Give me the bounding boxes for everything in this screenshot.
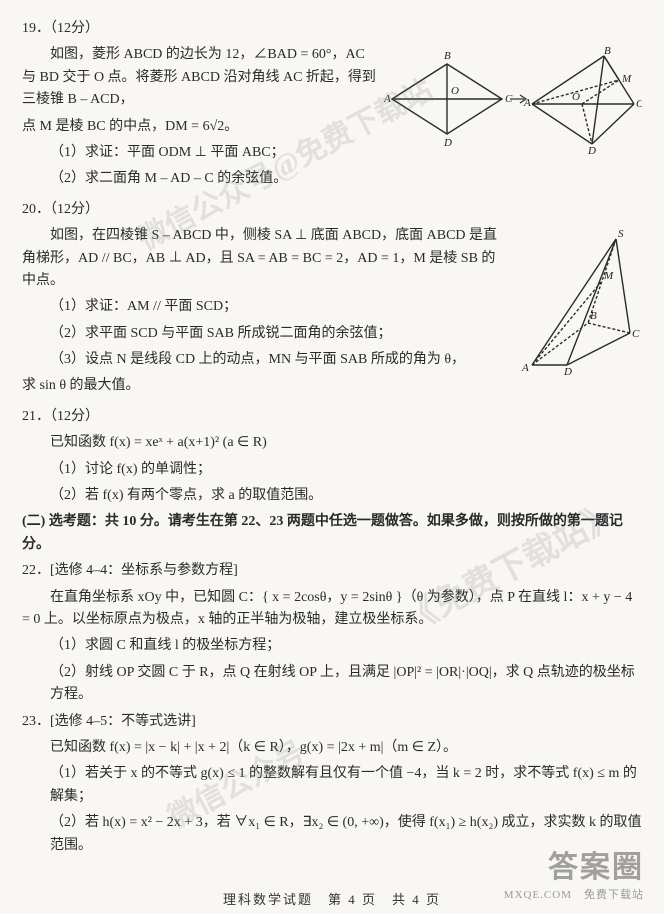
q22-head: 22．[选修 4–4：坐标系与参数方程] [22, 560, 642, 582]
q21-s1: （1）讨论 f(x) 的单调性； [22, 459, 642, 481]
fig2-D: D [587, 145, 596, 154]
fig1-B: B [444, 50, 451, 62]
q20-B: B [590, 310, 597, 322]
q22-s1: （1）求圆 C 和直线 l 的极坐标方程； [22, 635, 642, 657]
q20-svg: S A B C D M [512, 225, 642, 375]
section-b: (二) 选考题：共 10 分。请考生在第 22、23 两题中任选一题做答。如果多… [22, 511, 642, 556]
q22-s2: （2）射线 OP 交圆 C 于 R，点 Q 在射线 OP 上，且满足 |OP|²… [22, 662, 642, 707]
q22-p1: 在直角坐标系 xOy 中，已知圆 C：{ x = 2cosθ，y = 2sinθ… [22, 587, 642, 632]
fig1-D: D [443, 137, 452, 149]
exam-page: 微信公众号@免费下载站 《免费下载站》 微信公众号 19．（12分） A B C… [0, 0, 664, 914]
q19-head: 19．（12分） [22, 18, 642, 40]
q20-A: A [521, 362, 529, 374]
q19-figures: A B C D O [382, 44, 642, 159]
answer-overlay-sub: MXQE.COM 免费下载站 [504, 886, 644, 902]
fig2-B: B [604, 45, 611, 57]
q20-C: C [632, 328, 640, 340]
answer-overlay-title: 答案圈 [504, 842, 644, 886]
fig2-O: O [572, 91, 580, 103]
fig1-O: O [451, 85, 459, 97]
fig2-M: M [621, 73, 632, 85]
fig2-A: A [523, 97, 531, 109]
q20-D: D [563, 366, 572, 375]
q19-svg: A B C D O [382, 44, 642, 154]
fig2-C: C [636, 98, 642, 110]
q20-figure: S A B C D M [512, 225, 642, 380]
q23-head: 23．[选修 4–5：不等式选讲] [22, 711, 642, 733]
q21-s2: （2）若 f(x) 有两个零点，求 a 的取值范围。 [22, 485, 642, 507]
fig1-A: A [383, 93, 391, 105]
q19-s2: （2）求二面角 M – AD – C 的余弦值。 [22, 168, 642, 190]
answer-overlay: 答案圈 MXQE.COM 免费下载站 [504, 842, 644, 902]
q20-S: S [618, 228, 624, 240]
q21-head: 21．（12分） [22, 406, 642, 428]
q21-p1: 已知函数 f(x) = xeˣ + a(x+1)² (a ∈ R) [22, 432, 642, 454]
q20-M: M [603, 270, 614, 282]
q23-p1: 已知函数 f(x) = |x − k| + |x + 2|（k ∈ R），g(x… [22, 737, 642, 759]
q20-head: 20．（12分） [22, 199, 642, 221]
q23-s1: （1）若关于 x 的不等式 g(x) ≤ 1 的整数解有且仅有一个值 −4，当 … [22, 763, 642, 808]
